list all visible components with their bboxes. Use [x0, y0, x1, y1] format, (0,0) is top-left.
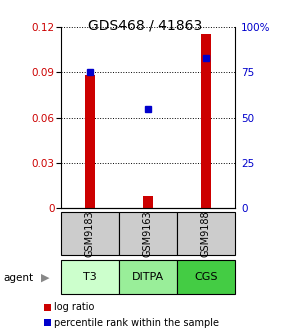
Bar	[119, 260, 177, 294]
Text: percentile rank within the sample: percentile rank within the sample	[54, 318, 219, 328]
Text: T3: T3	[83, 272, 97, 282]
Text: GSM9183: GSM9183	[85, 210, 95, 257]
Text: GDS468 / 41863: GDS468 / 41863	[88, 18, 202, 33]
Text: agent: agent	[3, 273, 33, 283]
Text: log ratio: log ratio	[54, 302, 94, 312]
Text: ▶: ▶	[41, 273, 49, 283]
Bar	[177, 260, 235, 294]
Text: GSM9163: GSM9163	[143, 210, 153, 257]
Bar	[61, 260, 119, 294]
Bar	[85, 75, 95, 208]
Bar	[61, 212, 119, 255]
Bar	[119, 212, 177, 255]
Bar	[177, 212, 235, 255]
Text: CGS: CGS	[194, 272, 218, 282]
Bar	[201, 35, 211, 208]
Text: DITPA: DITPA	[132, 272, 164, 282]
Text: GSM9188: GSM9188	[201, 210, 211, 257]
Bar	[143, 196, 153, 208]
